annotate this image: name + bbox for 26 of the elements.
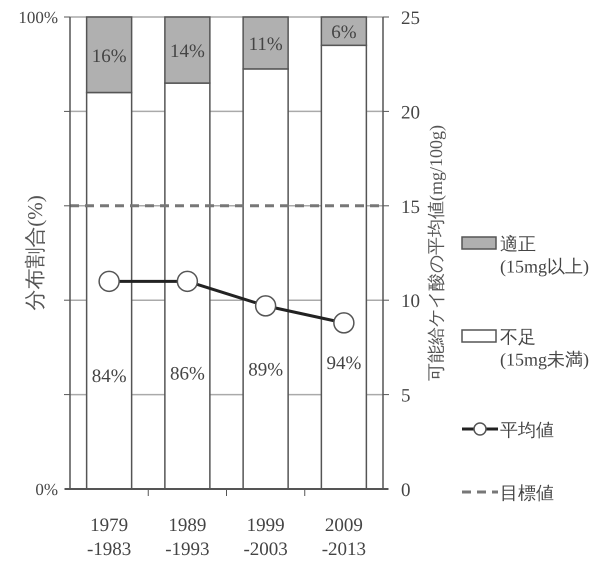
legend-label: 目標値 [500,483,554,503]
y2-axis-title: 可能給ケイ酸の平均値(mg/100g) [426,125,446,381]
data-label: 84% [92,366,127,387]
data-label: 89% [248,360,284,381]
x-tick-label: 2009 -2013 [322,515,366,560]
x-tick-label: 1999 -2003 [243,515,288,560]
y2-tick-label: 5 [401,386,410,407]
x-tick-label: 1979 -1983 [86,515,132,560]
legend-label: 不足 (15mg未満) [500,327,589,370]
data-label: 94% [326,353,362,374]
data-label: 16% [92,46,127,67]
data-label: 6% [331,22,357,44]
y2-tick-label: 10 [401,291,420,312]
y-tick-label: 0% [35,480,58,499]
legend-label: 平均値 [500,420,554,440]
data-label: 11% [248,34,283,55]
y-tick-label: 100% [18,8,58,27]
y2-tick-label: 20 [401,102,420,124]
y-axis-title: 分布割合(%) [23,195,47,311]
legend-label: 適正 (15mg以上) [500,234,589,276]
y2-tick-label: 25 [401,8,420,29]
data-label: 14% [170,41,205,62]
y2-tick-label: 15 [401,196,420,218]
y2-tick-label: 0 [401,480,410,501]
data-label: 86% [170,363,205,384]
x-tick-label: 1989 -1993 [165,515,210,560]
